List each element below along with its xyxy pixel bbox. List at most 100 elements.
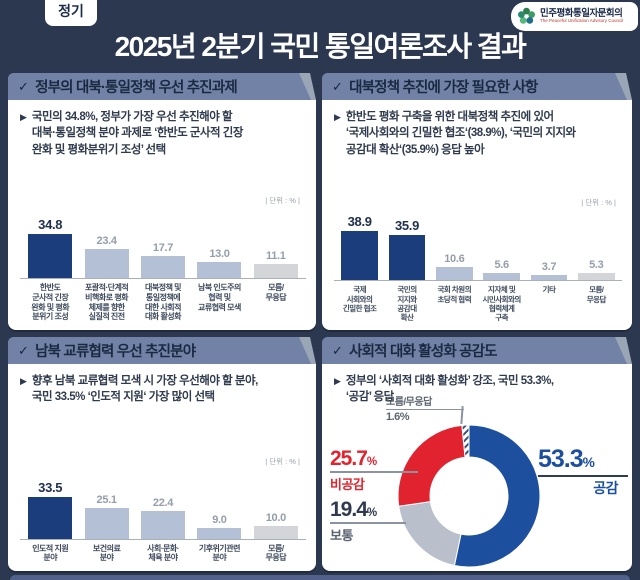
panel-title: 사회적 대화 활성화 공감도 [349,344,497,360]
bar-category-label: 기타 [542,285,556,295]
bullet-icon: ▶ [20,112,27,122]
bar [84,507,129,539]
bar-labels: 인도적 지원 분야 보건의료 분야 사회·문화· 체육 분야 기후위기관련 분야 모름/… [20,540,306,564]
bullet-icon: ▶ [20,376,27,386]
bar-value-label: 33.5 [38,479,63,495]
percent-sign: % [366,507,377,519]
bar [253,525,298,539]
bar [197,527,242,539]
bar-column: 5.3 [573,259,620,281]
bar-column: 11.1 [248,250,304,278]
bar-value-label: 3.7 [541,261,557,274]
bar-category-label: 사회·문화· 체육 분야 [147,543,179,563]
bar [197,262,242,278]
bar-column: 10.0 [248,512,304,539]
logo-org-name-en: The Peaceful Unification Advisory Counci… [540,18,624,24]
disagree-label: 비공감 [330,477,365,493]
dk-label: 모름/무응답 [386,393,464,410]
unit-label: | 단위 : % | [581,198,616,208]
donut-slice [461,424,470,458]
donut-label-disagree: 25.7% 비공감 [330,447,418,493]
bar-column: 33.5 [22,480,78,539]
bar-category-label: 국회 차원의 초당적 협력 [437,285,472,304]
bar-value-label: 5.3 [589,259,604,272]
bar [483,273,521,281]
panel-exchange-priority: ✓ 남북 교류협력 우선 추진분야 ▶ 향후 남북 교류협력 모색 시 가장 우… [8,337,316,571]
bar [435,267,473,281]
agree-value: 53.3 [538,445,584,473]
bar-value-label: 11.1 [266,250,286,262]
bar-value-label: 9.0 [212,513,227,526]
panel-social-dialogue: ✓ 사회적 대화 활성화 공감도 ▶ 정부의 ‘사회적 대화 활성화’ 강조, … [322,337,632,571]
bar-category-label: 기후위기관련 분야 [198,543,241,563]
panel-summary: 정부의 ‘사회적 대화 활성화’ 강조, 국민 53.3%, ‘공감’ 응답 [345,375,554,404]
check-icon: ✓ [18,342,29,358]
donut-slice [453,424,541,568]
panel-header: ✓ 사회적 대화 활성화 공감도 [322,337,632,364]
panel-title: 대북정책 추진에 가장 필요한 사항 [349,80,538,96]
panel-summary: 한반도 평화 구축을 위한 대북정책 추진에 있어 ‘국제사회와의 긴밀한 협조… [345,111,576,156]
bar-value-label: 13.0 [209,248,230,260]
agree-label: 공감 [593,479,618,496]
bar [341,231,379,281]
periodic-badge: 정기 [45,0,97,26]
bar-chart-policy-priority: 34.8 23.4 17.7 13.0 11.1 한반도 군사적 긴장 완화 및 평화 … [20,208,306,322]
donut-chart-social-dialogue [396,423,542,569]
bar-value-label: 17.7 [152,242,174,254]
bar-column: 25.1 [78,494,134,539]
bar-plot: 33.5 25.1 22.4 9.0 10.0 [20,469,306,540]
bar-value-label: 10.0 [265,511,287,524]
panel-body: ▶ 한반도 평화 구축을 위한 대북정책 추진에 있어 ‘국제사회와의 긴밀한 … [322,100,632,330]
bar [388,235,426,281]
bar-value-label: 38.9 [347,214,372,230]
bar-category-label: 모름/ 무응답 [586,285,607,304]
bar-column: 9.0 [191,514,247,539]
unit-label: | 단위 : % | [265,196,300,205]
bar [28,496,73,539]
bar [141,256,185,278]
bar-value-label: 35.9 [394,218,420,234]
bullet-icon: ▶ [334,112,341,122]
bar [28,234,73,278]
bar-column: 10.6 [431,253,478,281]
bar-labels: 한반도 군사적 긴장 완화 및 평화 분위기 조성 포괄적·단계적 비핵화로 평화… [20,279,306,322]
bar-column: 38.9 [336,214,383,281]
donut-label-agree: 53.3% 공감 [538,445,628,498]
logo-org-name: 민주평화통일자문회의 [540,8,623,20]
donut-slice [398,501,462,567]
bar-chart-policy-needs: 38.9 35.9 10.6 5.6 3.7 5.3 국제 사회와의 긴밀한 협조 국민의 … [334,210,622,322]
donut-label-dk: 모름/무응답 1.6% [386,393,464,423]
bar-column: 5.6 [478,259,525,281]
bar-plot: 38.9 35.9 10.6 5.6 3.7 5.3 [334,210,622,282]
bar-category-label: 국제 사회와의 긴밀한 협조 [342,285,377,313]
bar-value-label: 34.8 [38,217,63,232]
bar-category-label: 모름/ 무응답 [265,543,287,563]
bar-category-label: 한반도 군사적 긴장 완화 및 평화 분위기 조성 [31,283,70,322]
bar-column: 17.7 [135,242,191,278]
panel-header: ✓ 정부의 대북·통일정책 우선 추진과제 [8,73,316,100]
panel-header: ✓ 대북정책 추진에 가장 필요한 사항 [322,73,632,100]
bar-column: 22.4 [135,497,191,539]
panel-summary: 향후 남북 교류협력 모색 시 가장 우선해야 할 분야, 국민 33.5% ‘… [31,375,258,404]
bar-category-label: 포괄적·단계적 비핵화로 평화 체제를 향한 실질적 진전 [84,283,129,322]
percent-sign: % [582,455,595,470]
org-logo: 민주평화통일자문회의 The Peaceful Unification Advi… [511,2,638,31]
bar-category-label: 남북 인도주의 협력 및 교류협력 모색 [197,283,241,312]
dk-value: 1.6% [386,411,410,423]
bar-column: 13.0 [191,248,247,278]
bar-category-label: 보건의료 분야 [92,543,121,563]
bar-category-label: 인도적 지원 분야 [32,543,69,563]
bar [141,510,185,539]
footer-strip [10,575,630,580]
bar-category-label: 국민의 지지와 공감대 확산 [397,285,417,322]
bar-column: 3.7 [525,261,572,281]
panel-summary: 국민의 34.8%, 정부가 가장 우선 추진해야 할 대북·통일정책 분야 과… [31,111,244,156]
unit-label: | 단위 : % | [265,456,300,466]
bar-column: 23.4 [78,235,134,278]
bar-value-label: 22.4 [152,496,174,509]
bullet-icon: ▶ [334,376,341,386]
panel-title: 정부의 대북·통일정책 우선 추진과제 [35,80,237,96]
neutral-value: 19.4 [330,498,368,521]
bar-plot: 34.8 23.4 17.7 13.0 11.1 [20,208,306,279]
